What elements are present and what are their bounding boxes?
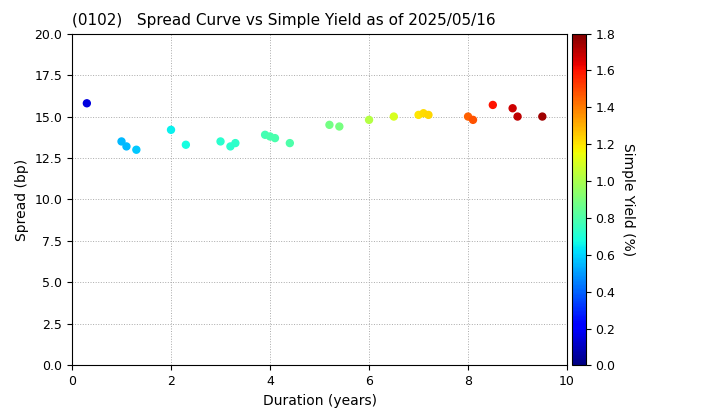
Point [324,121,336,128]
Point [388,113,400,120]
Point [180,142,192,148]
Point [507,105,518,112]
Point [467,116,479,123]
Y-axis label: Spread (bp): Spread (bp) [15,158,29,241]
Point [166,126,177,133]
Point [413,112,424,118]
Point [230,140,241,147]
X-axis label: Duration (years): Duration (years) [263,394,377,408]
Point [418,110,429,117]
Point [130,147,142,153]
Point [364,116,375,123]
Point [536,113,548,120]
Point [259,131,271,138]
Point [333,123,345,130]
Point [423,112,434,118]
Point [215,138,226,145]
Point [512,113,523,120]
Point [269,135,281,142]
Point [81,100,93,107]
Point [121,143,132,150]
Point [116,138,127,145]
Point [284,140,296,147]
Point [264,133,276,140]
Text: (0102)   Spread Curve vs Simple Yield as of 2025/05/16: (0102) Spread Curve vs Simple Yield as o… [72,13,495,28]
Point [487,102,498,108]
Point [462,113,474,120]
Point [225,143,236,150]
Y-axis label: Simple Yield (%): Simple Yield (%) [621,143,635,256]
